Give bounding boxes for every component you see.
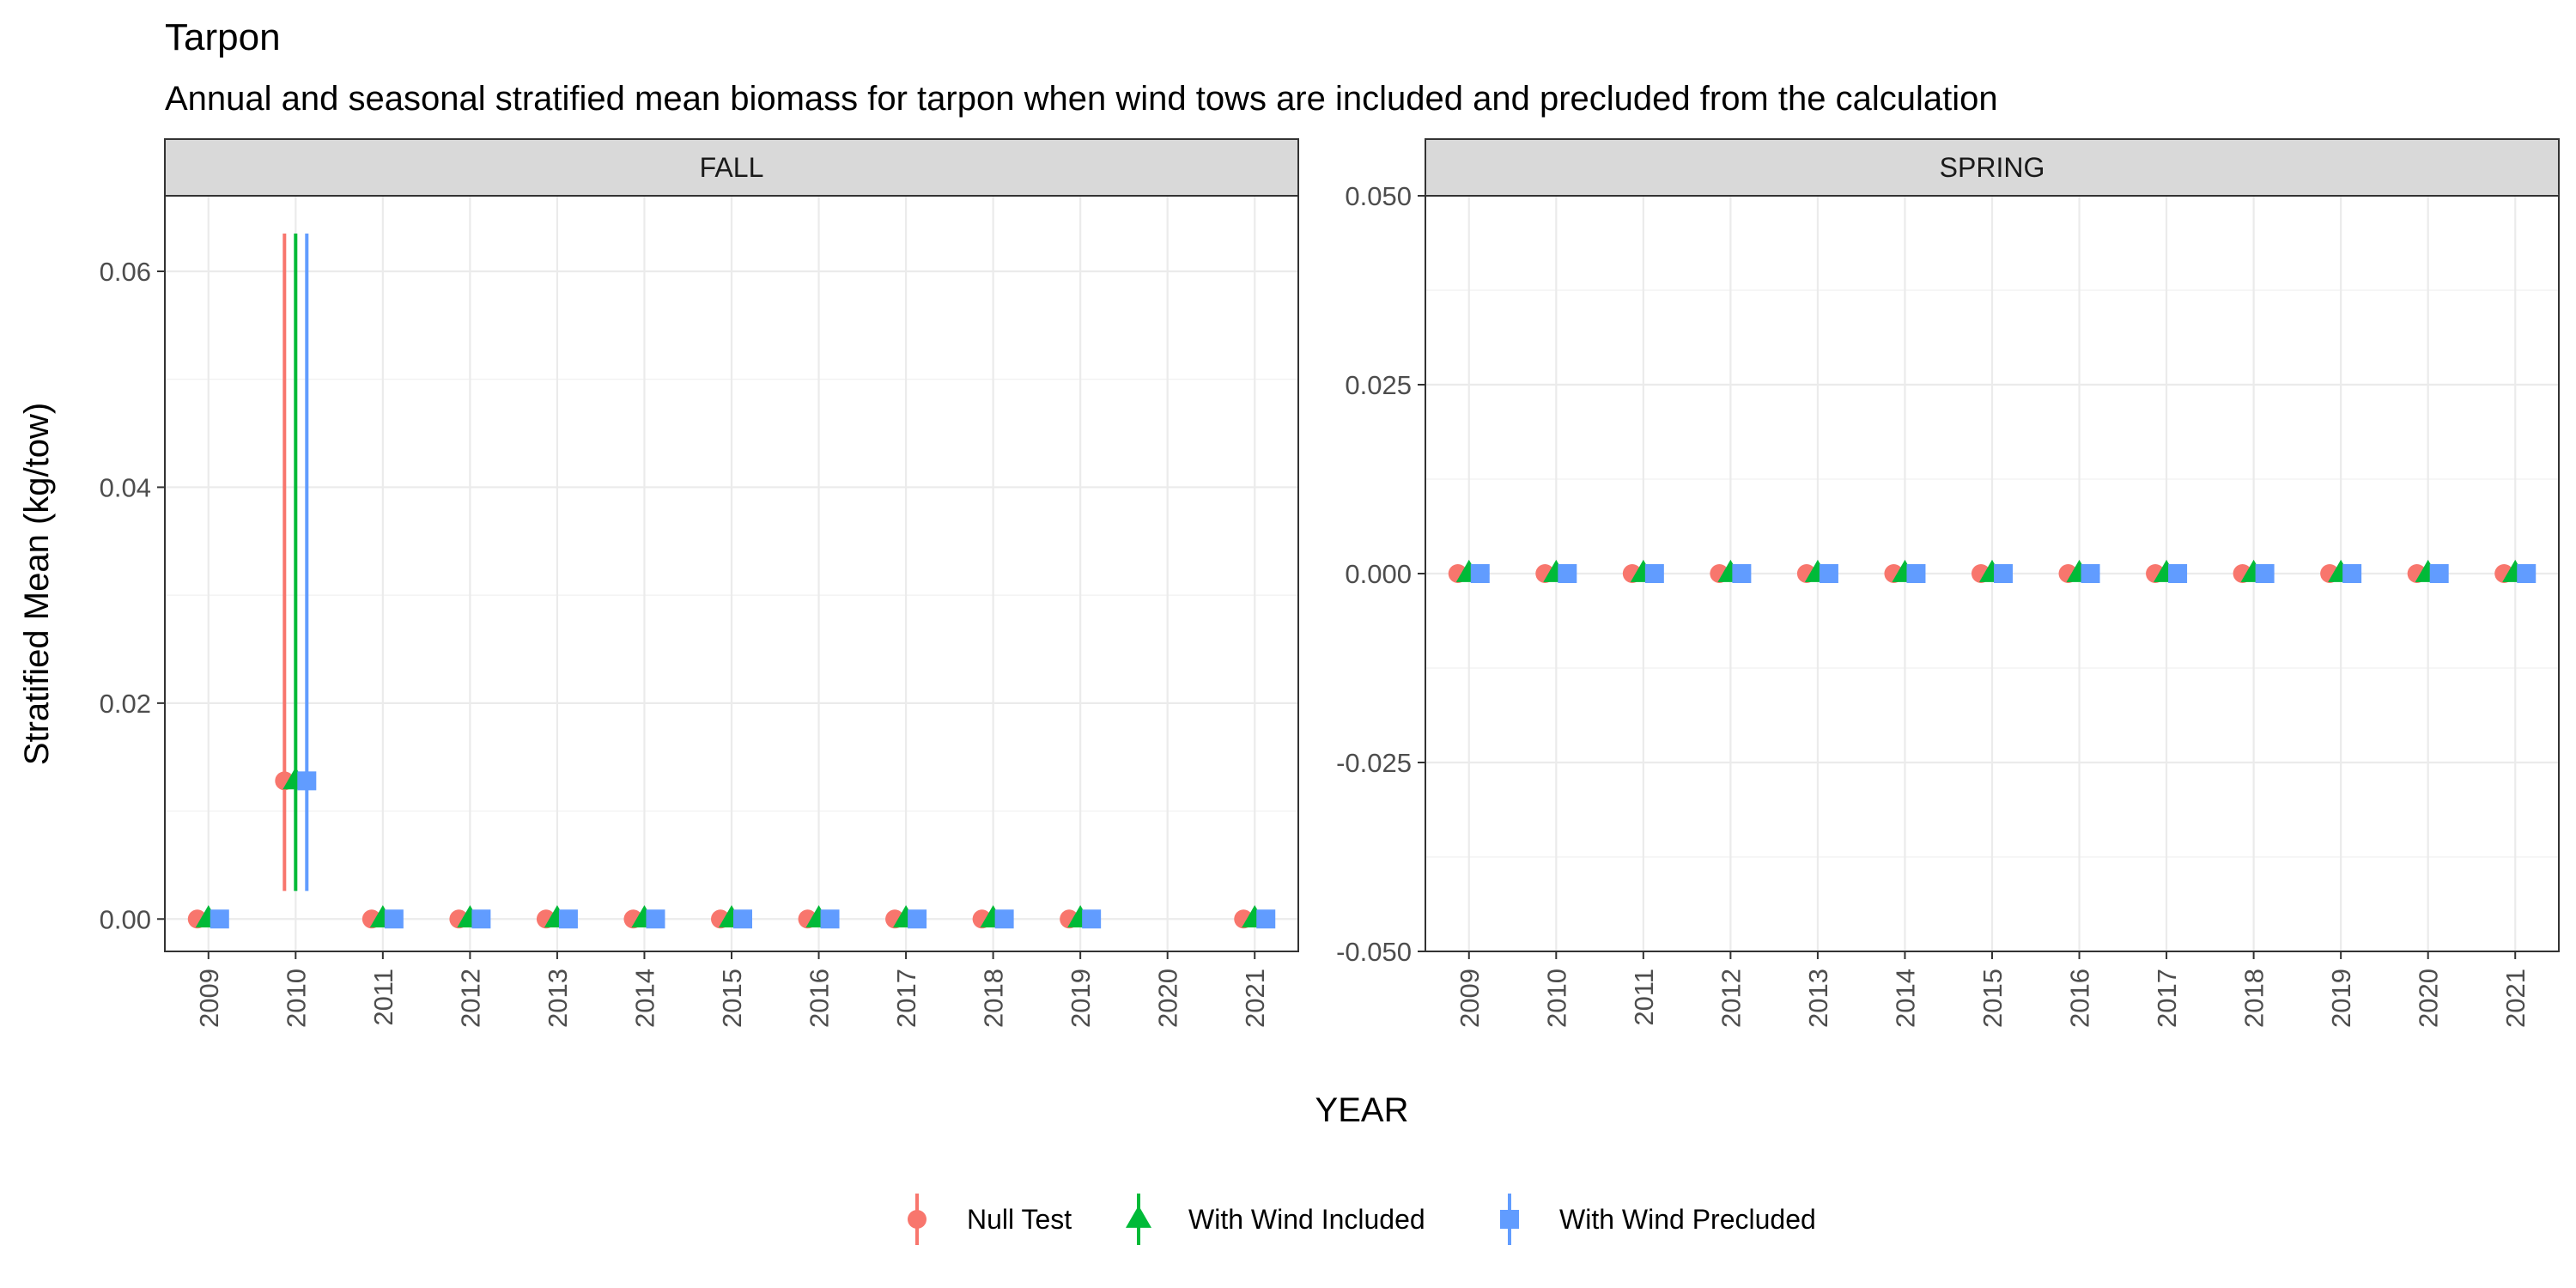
x-tick-label: 2015 — [1978, 969, 2008, 1028]
x-tick-label: 2018 — [979, 969, 1009, 1028]
y-tick-label: 0.050 — [1345, 181, 1412, 211]
data-point — [210, 909, 229, 929]
x-tick-label: 2012 — [1716, 969, 1746, 1028]
data-point — [384, 909, 404, 929]
legend-key-square — [1500, 1210, 1519, 1229]
x-tick-label: 2009 — [1455, 969, 1485, 1028]
x-tick-label: 2011 — [368, 969, 398, 1026]
data-point — [1732, 564, 1752, 583]
x-tick-label: 2016 — [805, 969, 835, 1028]
x-tick-label: 2016 — [2065, 969, 2095, 1028]
x-tick-label: 2019 — [1066, 969, 1096, 1028]
data-point — [1256, 909, 1276, 929]
facet-strip — [1425, 138, 2560, 197]
data-point — [733, 909, 752, 929]
x-tick-label: 2013 — [1803, 969, 1833, 1028]
legend-label: With Wind Included — [1188, 1204, 1425, 1235]
x-tick-label: 2013 — [543, 969, 573, 1028]
data-point — [2517, 564, 2537, 583]
y-tick-label: -0.025 — [1336, 748, 1412, 778]
x-tick-label: 2014 — [629, 969, 659, 1028]
data-point — [297, 771, 317, 791]
legend-key-circle — [908, 1210, 927, 1229]
panel-border — [1425, 195, 2560, 952]
data-point — [994, 909, 1014, 929]
legend-key-triangle — [1126, 1205, 1151, 1228]
x-axis-title: YEAR — [1315, 1091, 1409, 1129]
x-tick-label: 2010 — [1541, 969, 1571, 1028]
legend-label: With Wind Precluded — [1559, 1204, 1816, 1235]
data-point — [2081, 564, 2100, 583]
chart-title: Tarpon — [165, 16, 281, 58]
x-tick-label: 2021 — [2500, 969, 2530, 1028]
y-tick-label: 0.06 — [100, 257, 151, 287]
y-tick-label: 0.000 — [1345, 559, 1412, 589]
data-point — [646, 909, 665, 929]
data-point — [1558, 564, 1577, 583]
y-tick-label: 0.02 — [100, 689, 151, 719]
y-tick-label: 0.025 — [1345, 370, 1412, 400]
y-tick-label: 0.00 — [100, 904, 151, 934]
y-tick-label: -0.050 — [1336, 937, 1412, 967]
panel-fall: FALL 0.00 0.02 0.04 0.06 2009 2010 2011 2012 2013… — [100, 138, 1299, 1028]
x-tick-label: 2010 — [281, 969, 311, 1028]
x-tick-label: 2020 — [1153, 969, 1183, 1028]
x-tick-label: 2011 — [1629, 969, 1659, 1026]
x-tick-label: 2018 — [2239, 969, 2269, 1028]
data-point — [1819, 564, 1838, 583]
data-point — [908, 909, 927, 929]
data-point — [2429, 564, 2449, 583]
x-tick-label: 2014 — [1890, 969, 1920, 1028]
data-point — [1644, 564, 1664, 583]
data-point — [2255, 564, 2275, 583]
x-tick-label: 2015 — [717, 969, 747, 1028]
data-point — [558, 909, 578, 929]
data-point — [820, 909, 840, 929]
y-axis-title: Stratified Mean (kg/tow) — [18, 403, 56, 765]
data-point — [2342, 564, 2362, 583]
x-tick-label: 2017 — [2152, 969, 2182, 1028]
y-tick-label: 0.04 — [100, 472, 151, 502]
x-tick-label: 2021 — [1240, 969, 1270, 1028]
facet-strip — [164, 138, 1299, 197]
x-tick-label: 2012 — [455, 969, 485, 1028]
x-tick-label: 2009 — [194, 969, 224, 1028]
panel-border — [164, 195, 1299, 952]
data-point — [471, 909, 491, 929]
data-point — [1470, 564, 1490, 583]
legend: Null Test With Wind Included With Wind Pre… — [908, 1194, 1816, 1245]
x-tick-label: 2019 — [2326, 969, 2356, 1028]
data-point — [1906, 564, 1926, 583]
panel-spring: SPRING -0.050 -0.025 0.000 0.025 0.050 2009 201… — [1336, 138, 2560, 1028]
x-tick-label: 2017 — [891, 969, 921, 1028]
legend-label: Null Test — [967, 1204, 1072, 1235]
facet-strip-label: SPRING — [1940, 152, 2045, 183]
chart-subtitle: Annual and seasonal stratified mean biom… — [165, 80, 1998, 118]
data-point — [2168, 564, 2188, 583]
data-point — [1994, 564, 2013, 583]
data-point — [1082, 909, 1102, 929]
x-tick-label: 2020 — [2414, 969, 2444, 1028]
facet-strip-label: FALL — [700, 152, 764, 183]
